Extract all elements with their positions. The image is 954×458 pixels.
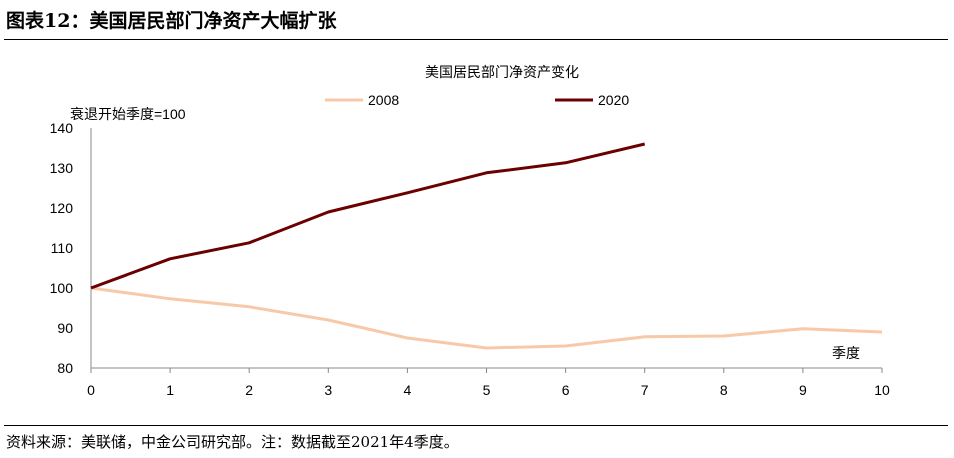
y-tick-label: 120 (50, 200, 74, 216)
x-tick-label: 4 (404, 382, 412, 398)
y-tick-label: 80 (57, 360, 73, 376)
x-tick-label: 3 (324, 382, 332, 398)
legend-label-2008: 2008 (368, 92, 399, 108)
x-tick-label: 7 (641, 382, 649, 398)
figure-title: 图表12：美国居民部门净资产大幅扩张 (6, 10, 337, 32)
legend-label-2020: 2020 (598, 92, 629, 108)
chart-title: 美国居民部门净资产变化 (425, 64, 579, 80)
top-rule (4, 39, 948, 40)
y-tick-label: 90 (57, 320, 73, 336)
x-tick-label: 1 (166, 382, 174, 398)
x-tick-label: 5 (483, 382, 491, 398)
x-tick-label: 0 (87, 382, 95, 398)
y-tick-label: 140 (50, 120, 74, 136)
x-tick-label: 10 (874, 382, 890, 398)
x-tick-label: 9 (799, 382, 807, 398)
y-tick-label: 100 (50, 280, 74, 296)
y-axis-label: 衰退开始季度=100 (70, 106, 186, 122)
y-tick-label: 110 (51, 240, 74, 256)
x-axis-label: 季度 (832, 345, 860, 361)
y-tick-label: 130 (50, 160, 74, 176)
x-tick-label: 8 (720, 382, 728, 398)
series-line-2020 (90, 142, 646, 290)
series-line-2008 (90, 286, 883, 350)
x-tick-label: 2 (245, 382, 253, 398)
bottom-rule (4, 425, 948, 426)
x-tick-label: 6 (562, 382, 570, 398)
source-note: 资料来源：美联储，中金公司研究部。注：数据截至2021年4季度。 (6, 433, 459, 451)
